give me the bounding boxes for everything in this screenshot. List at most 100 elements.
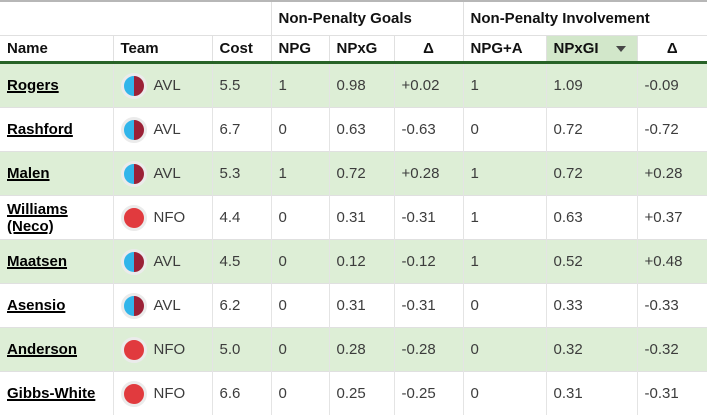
npxg-cell: 0.28 [329, 328, 394, 372]
delta-goals-cell: +0.28 [394, 152, 463, 196]
column-header-cost[interactable]: Cost [212, 36, 271, 63]
team-code-label: AVL [154, 165, 181, 182]
npxgi-cell: 0.32 [546, 328, 637, 372]
player-name-cell: Gibbs-White [0, 372, 113, 415]
player-name-link[interactable]: Rashford [7, 121, 73, 138]
cost-cell: 5.5 [212, 63, 271, 108]
npg-plus-a-cell: 0 [463, 284, 546, 328]
npg-cell: 1 [271, 152, 329, 196]
npxg-cell: 0.25 [329, 372, 394, 415]
column-header-npg-plus-a[interactable]: NPG+A [463, 36, 546, 63]
team-cell: AVL [113, 152, 212, 196]
player-name-cell: Rogers [0, 63, 113, 108]
player-name-link[interactable]: Rogers [7, 77, 59, 94]
delta-goals-cell: -0.28 [394, 328, 463, 372]
player-name-cell: Maatsen [0, 240, 113, 284]
cost-cell: 6.6 [212, 372, 271, 415]
cost-cell: 6.2 [212, 284, 271, 328]
npxg-cell: 0.72 [329, 152, 394, 196]
npg-plus-a-cell: 1 [463, 240, 546, 284]
player-name-cell: Anderson [0, 328, 113, 372]
npxgi-cell: 0.72 [546, 108, 637, 152]
group-header-blank [0, 1, 271, 36]
team-cell: NFO [113, 328, 212, 372]
player-name-link[interactable]: Malen [7, 165, 50, 182]
column-header-row: Name Team Cost NPG NPxG Δ NPG+A NPxGI Δ [0, 36, 707, 63]
npg-cell: 0 [271, 240, 329, 284]
column-header-name[interactable]: Name [0, 36, 113, 63]
npxgi-cell: 0.52 [546, 240, 637, 284]
delta-involvement-cell: +0.48 [637, 240, 707, 284]
npg-plus-a-cell: 0 [463, 328, 546, 372]
npg-cell: 0 [271, 108, 329, 152]
sort-desc-icon [616, 46, 626, 52]
delta-involvement-cell: -0.33 [637, 284, 707, 328]
cost-cell: 4.5 [212, 240, 271, 284]
team-badge-icon [121, 337, 147, 363]
npxg-cell: 0.98 [329, 63, 394, 108]
player-name-link[interactable]: Williams (Neco) [7, 201, 68, 235]
cost-cell: 5.0 [212, 328, 271, 372]
player-name-link[interactable]: Gibbs-White [7, 385, 95, 402]
delta-goals-cell: -0.12 [394, 240, 463, 284]
team-cell: AVL [113, 63, 212, 108]
cost-cell: 6.7 [212, 108, 271, 152]
cost-cell: 4.4 [212, 196, 271, 240]
team-code-label: NFO [154, 385, 186, 402]
delta-involvement-cell: +0.37 [637, 196, 707, 240]
player-name-link[interactable]: Asensio [7, 297, 65, 314]
player-name-cell: Rashford [0, 108, 113, 152]
team-code-label: NFO [154, 341, 186, 358]
column-header-npxgi-label: NPxGI [554, 40, 599, 57]
team-cell: AVL [113, 284, 212, 328]
delta-involvement-cell: -0.32 [637, 328, 707, 372]
player-name-link[interactable]: Anderson [7, 341, 77, 358]
npxgi-cell: 1.09 [546, 63, 637, 108]
column-header-delta-involvement[interactable]: Δ [637, 36, 707, 63]
column-header-delta-goals[interactable]: Δ [394, 36, 463, 63]
npxg-cell: 0.12 [329, 240, 394, 284]
team-badge-icon [121, 161, 147, 187]
npg-cell: 0 [271, 328, 329, 372]
player-name-link[interactable]: Maatsen [7, 253, 67, 270]
team-badge-icon [121, 205, 147, 231]
team-cell: NFO [113, 372, 212, 415]
team-badge-icon [121, 293, 147, 319]
npg-plus-a-cell: 0 [463, 372, 546, 415]
player-name-cell: Williams (Neco) [0, 196, 113, 240]
npxg-cell: 0.31 [329, 196, 394, 240]
player-name-cell: Asensio [0, 284, 113, 328]
npxgi-cell: 0.72 [546, 152, 637, 196]
npxg-cell: 0.63 [329, 108, 394, 152]
team-badge-icon [121, 117, 147, 143]
delta-involvement-cell: -0.72 [637, 108, 707, 152]
column-header-npxg[interactable]: NPxG [329, 36, 394, 63]
npxg-cell: 0.31 [329, 284, 394, 328]
delta-involvement-cell: -0.31 [637, 372, 707, 415]
team-code-label: AVL [154, 77, 181, 94]
player-name-cell: Malen [0, 152, 113, 196]
team-code-label: AVL [154, 253, 181, 270]
column-header-npg[interactable]: NPG [271, 36, 329, 63]
column-header-npxgi[interactable]: NPxGI [546, 36, 637, 63]
team-cell: NFO [113, 196, 212, 240]
npg-cell: 0 [271, 372, 329, 415]
team-badge-icon [121, 73, 147, 99]
npg-plus-a-cell: 1 [463, 152, 546, 196]
team-code-label: AVL [154, 121, 181, 138]
column-header-team[interactable]: Team [113, 36, 212, 63]
group-header-non-penalty-involvement: Non-Penalty Involvement [463, 1, 707, 36]
npg-cell: 1 [271, 63, 329, 108]
team-cell: AVL [113, 240, 212, 284]
npg-plus-a-cell: 1 [463, 196, 546, 240]
delta-goals-cell: +0.02 [394, 63, 463, 108]
team-badge-icon [121, 381, 147, 407]
npxgi-cell: 0.31 [546, 372, 637, 415]
